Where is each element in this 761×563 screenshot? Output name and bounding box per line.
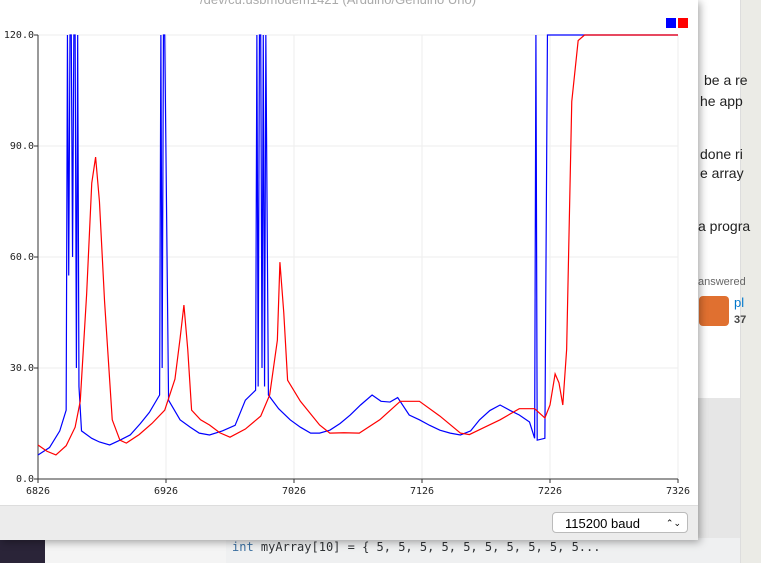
legend-swatch: [678, 18, 688, 28]
x-tick-label: 7126: [410, 486, 434, 497]
x-tick-label: 6926: [154, 486, 178, 497]
text-fragment: done ri: [700, 146, 743, 162]
code-text: myArray[10] = { 5, 5, 5, 5, 5, 5, 5, 5, …: [260, 540, 601, 554]
code-bar: [226, 538, 740, 563]
dark-strip: [0, 540, 45, 563]
user-rep: 37: [734, 314, 747, 326]
text-fragment: he app: [700, 93, 743, 109]
plotter-window: /dev/cu.usbmodem1421 (Arduino/Genuino Un…: [0, 0, 698, 540]
window-title: /dev/cu.usbmodem1421 (Arduino/Genuino Un…: [200, 0, 476, 7]
x-tick-label: 7026: [282, 486, 306, 497]
x-tick-label: 7326: [666, 486, 690, 497]
plot: 0.0 30.0 60.0 90.0 120.0 6826 6926 7026 7126 7226…: [4, 18, 690, 497]
baud-label: 115200 baud: [565, 516, 640, 531]
y-tick-label: 90.0: [10, 141, 34, 152]
baud-select[interactable]: 115200 baud ⌃⌄: [552, 512, 688, 533]
y-tick-label: 30.0: [10, 363, 34, 374]
avatar: [699, 296, 729, 326]
legend-swatch: [666, 18, 676, 28]
series-line: [37, 34, 678, 456]
y-tick-label: 0.0: [16, 474, 34, 485]
text-fragment: e array: [700, 165, 744, 181]
text-fragment: be a re: [704, 72, 748, 88]
code-keyword: int: [232, 540, 254, 554]
x-tick-label: 6826: [26, 486, 50, 497]
y-tick-label: 60.0: [10, 252, 34, 263]
x-tick-label: 7226: [538, 486, 562, 497]
y-tick-label: 120.0: [4, 30, 34, 41]
text-fragment: a progra: [698, 218, 751, 234]
code-line: int myArray[10] = { 5, 5, 5, 5, 5, 5, 5,…: [232, 540, 600, 554]
user-link[interactable]: pl: [734, 295, 745, 310]
series-line: [37, 34, 678, 456]
text-fragment: answered: [698, 276, 746, 288]
select-arrows: ⌃⌄: [665, 518, 681, 528]
scrollbar: [740, 0, 761, 563]
